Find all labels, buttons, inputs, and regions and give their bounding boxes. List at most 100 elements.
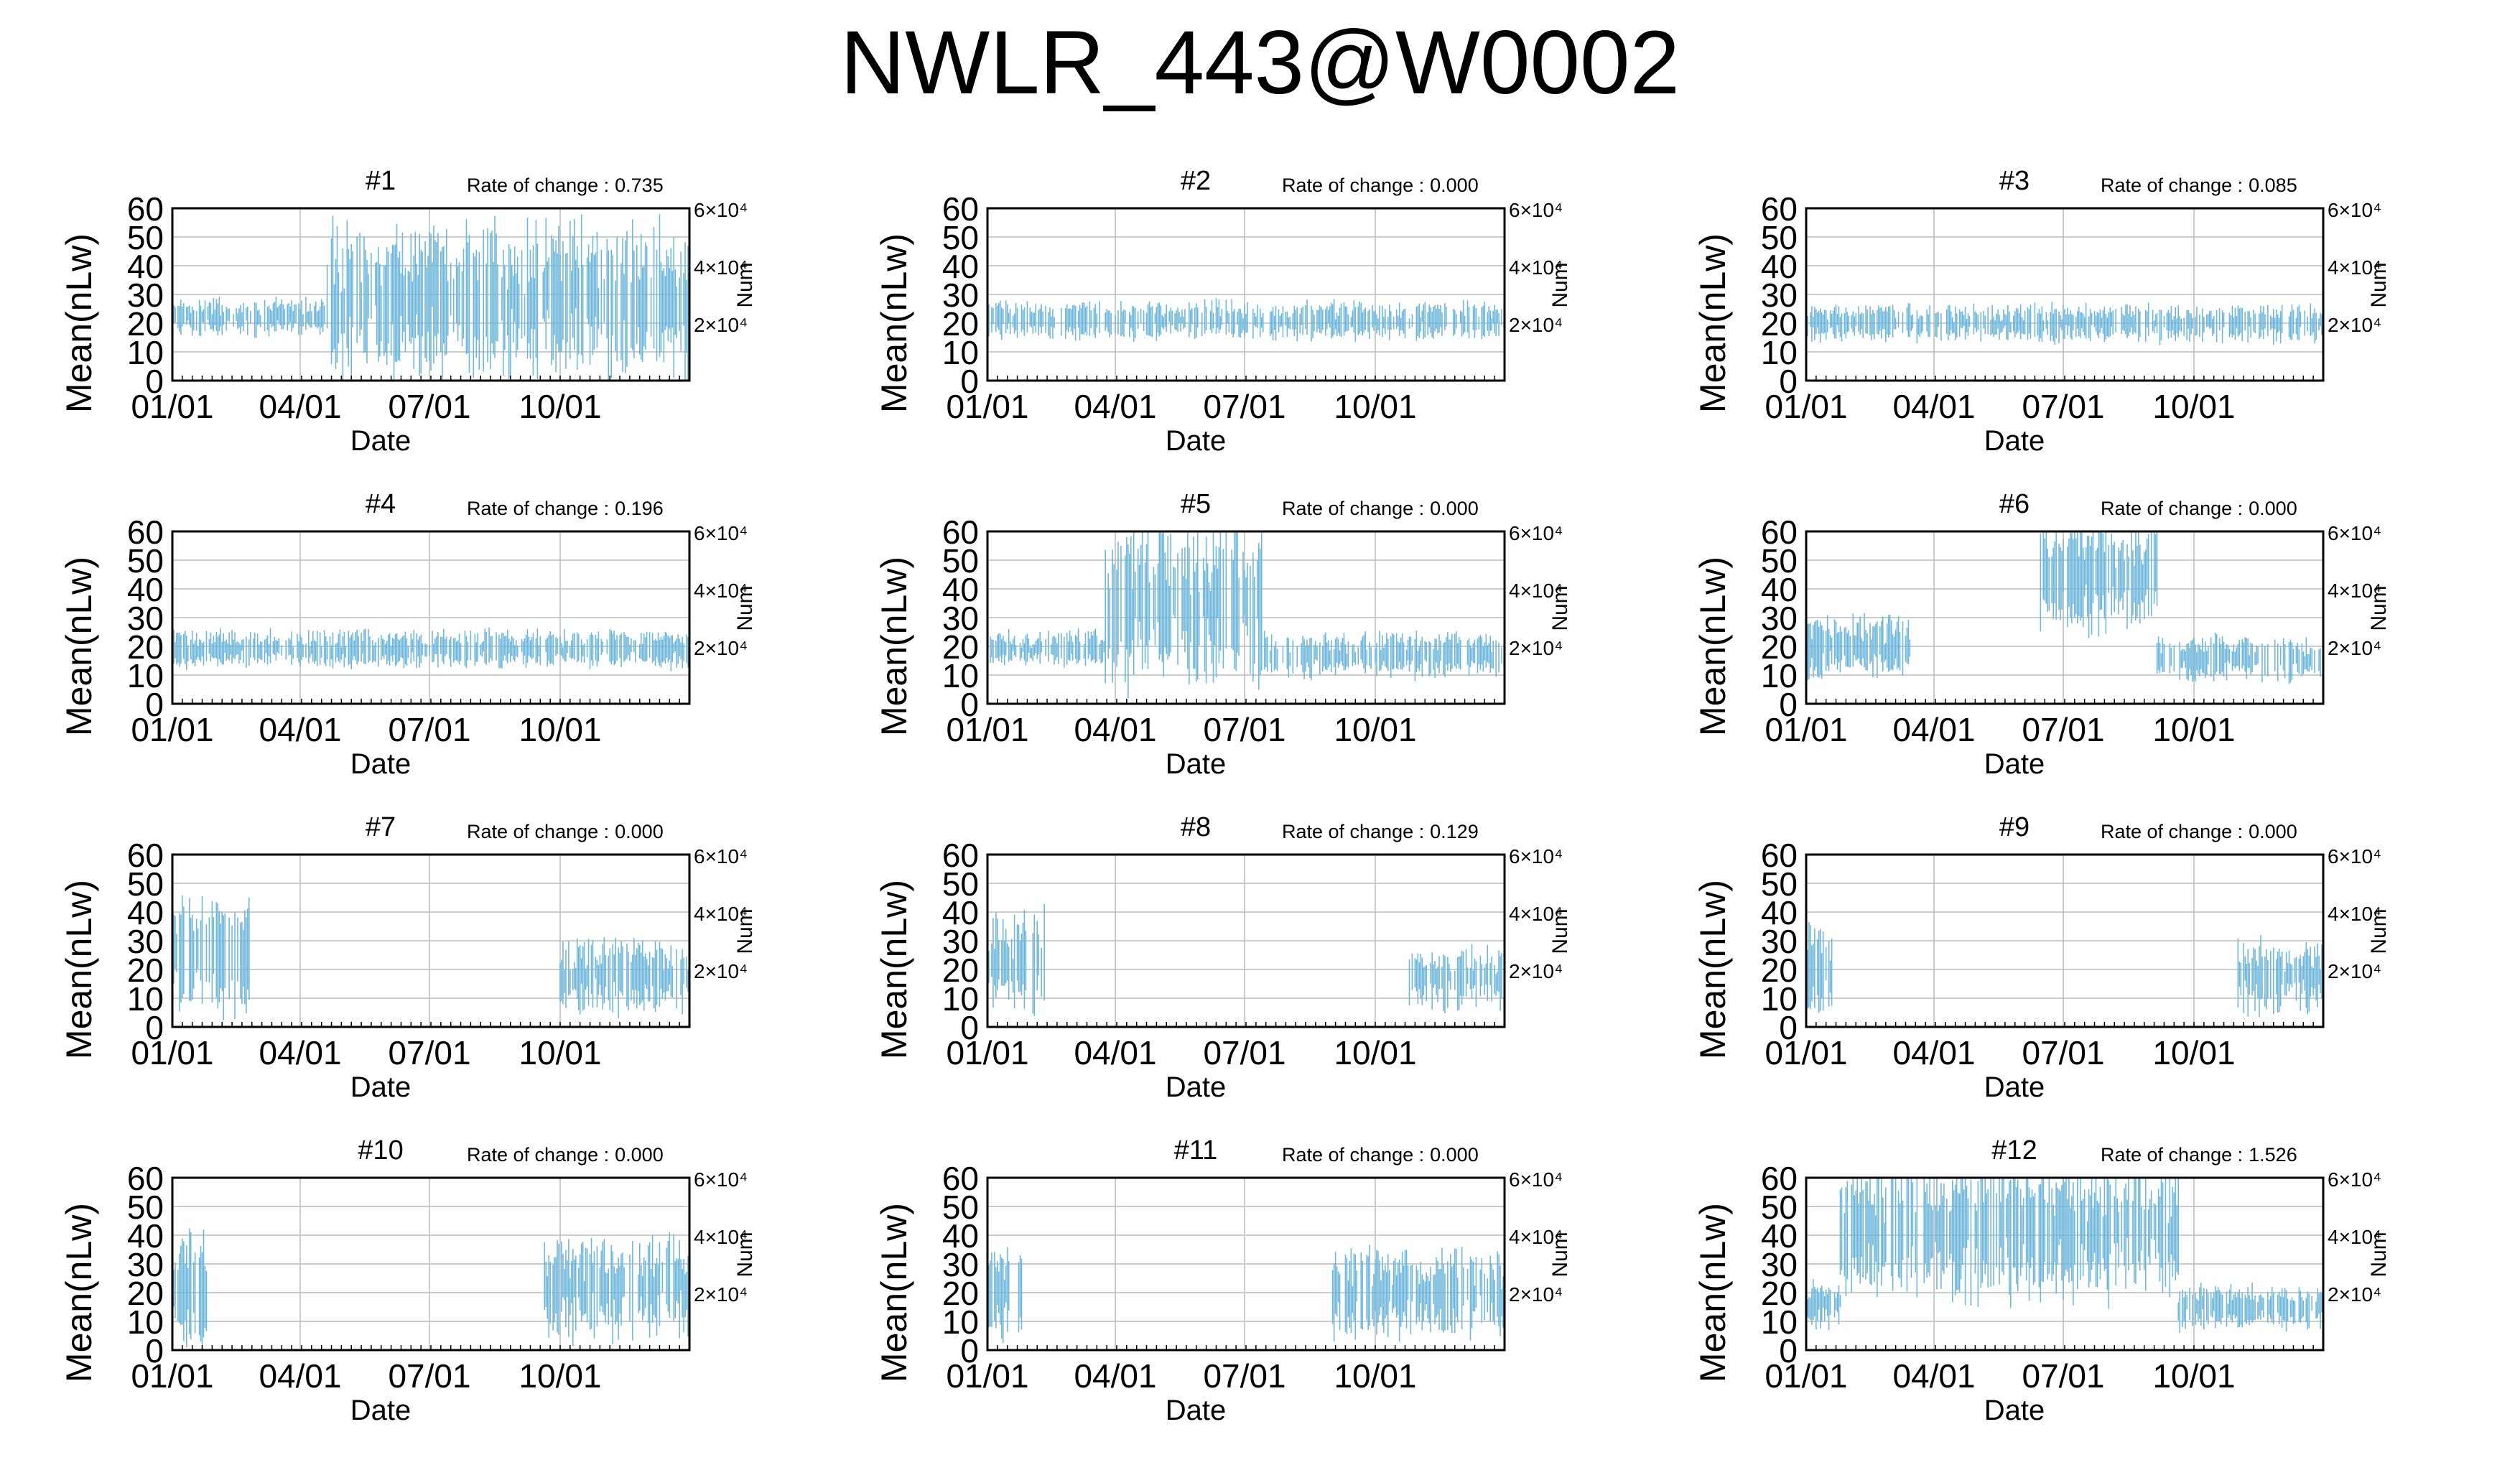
y2-axis-label: Num — [1548, 262, 1572, 308]
y-tick-label: 60 — [942, 837, 979, 874]
y-tick-label: 60 — [127, 190, 164, 228]
x-tick-label: 01/01 — [131, 388, 213, 425]
chart-panel: 0 10 20 30 40 50 60 01/01 04/01 07/01 10/01 2×10⁴ 4×… — [1684, 812, 2496, 1142]
plot-frame — [1805, 1176, 2325, 1352]
y2-tick-label: 2×10⁴ — [694, 637, 748, 659]
y-tick-label: 0 — [1779, 1009, 1798, 1046]
x-tick-label: 07/01 — [2022, 388, 2104, 425]
panel-title: #4 — [365, 489, 396, 519]
rate-of-change: Rate of change :0.000 — [1282, 496, 1641, 521]
rate-value: 0.000 — [615, 821, 664, 842]
plot-frame — [986, 207, 1506, 382]
rate-label: Rate of change : — [467, 498, 610, 519]
y-tick-label: 30 — [1761, 276, 1798, 314]
x-tick-label: 07/01 — [2022, 1034, 2104, 1071]
chart-panel: 0 10 20 30 40 50 60 01/01 04/01 07/01 10/01 2×10⁴ 4×… — [865, 1135, 1677, 1465]
y-tick-label: 0 — [145, 686, 164, 723]
plot-frame — [986, 530, 1506, 705]
y-tick-label: 30 — [1761, 600, 1798, 637]
y-tick-label: 50 — [942, 219, 979, 256]
rate-of-change: Rate of change :1.526 — [2101, 1142, 2460, 1168]
y-tick-label: 20 — [942, 1275, 979, 1312]
y-tick-label: 60 — [127, 513, 164, 551]
y-tick-label: 30 — [942, 923, 979, 960]
x-tick-label: 01/01 — [946, 711, 1028, 748]
chart-panel: 0 10 20 30 40 50 60 01/01 04/01 07/01 10/01 2×10⁴ 4×… — [50, 489, 862, 819]
x-tick-label: 10/01 — [2152, 388, 2235, 425]
y-tick-label: 0 — [960, 1009, 979, 1046]
y-tick-label: 50 — [127, 865, 164, 903]
rate-label: Rate of change : — [467, 175, 610, 196]
x-tick-label: 10/01 — [519, 711, 601, 748]
rate-label: Rate of change : — [1282, 821, 1425, 842]
y-tick-label: 0 — [960, 686, 979, 723]
y2-tick-label: 4×10⁴ — [694, 580, 748, 602]
plot-frame — [1805, 530, 2325, 705]
x-tick-label: 04/01 — [259, 1357, 341, 1395]
y-tick-label: 0 — [145, 1009, 164, 1046]
y-tick-label: 0 — [145, 1332, 164, 1369]
plot-frame — [1805, 207, 2325, 382]
x-tick-label: 01/01 — [946, 1357, 1028, 1395]
x-axis-label: Date — [350, 425, 412, 457]
y2-axis-label: Num — [1548, 585, 1572, 631]
y-tick-label: 20 — [127, 1275, 164, 1312]
x-axis-label: Date — [1165, 1395, 1227, 1426]
plot-frame — [1805, 853, 2325, 1028]
plot-frame — [171, 1176, 691, 1352]
rate-value: 0.000 — [1430, 1144, 1479, 1166]
y-tick-label: 60 — [942, 190, 979, 228]
x-tick-label: 10/01 — [519, 388, 601, 425]
y2-tick-label: 6×10⁴ — [694, 522, 748, 544]
y2-axis-label: Num — [733, 585, 757, 631]
y2-tick-label: 4×10⁴ — [1509, 256, 1563, 279]
y-tick-label: 30 — [942, 276, 979, 314]
y-tick-label: 10 — [942, 1303, 979, 1341]
y-tick-label: 20 — [127, 628, 164, 666]
y2-axis-label: Num — [1548, 908, 1572, 954]
y-tick-label: 10 — [942, 980, 979, 1018]
y2-axis-label: Num — [733, 262, 757, 308]
y-tick-label: 50 — [127, 1189, 164, 1226]
panel-title: #11 — [1173, 1135, 1218, 1166]
x-tick-label: 10/01 — [1334, 1034, 1416, 1071]
chart-panel: 0 10 20 30 40 50 60 01/01 04/01 07/01 10/01 2×10⁴ 4×… — [1684, 166, 2496, 496]
y2-tick-label: 2×10⁴ — [1509, 960, 1563, 982]
y-tick-label: 30 — [1761, 1246, 1798, 1283]
panel-title: #7 — [365, 812, 396, 842]
y-tick-label: 0 — [1779, 686, 1798, 723]
x-tick-label: 10/01 — [2152, 1034, 2235, 1071]
rate-value: 0.000 — [615, 1144, 664, 1166]
y-tick-label: 30 — [127, 600, 164, 637]
y2-axis-label: Num — [1548, 1232, 1572, 1278]
y-tick-label: 30 — [942, 1246, 979, 1283]
y2-tick-label: 6×10⁴ — [1509, 845, 1563, 868]
rate-of-change: Rate of change :0.000 — [1282, 1142, 1641, 1168]
chart-panel: 0 10 20 30 40 50 60 01/01 04/01 07/01 10/01 2×10⁴ 4×… — [50, 166, 862, 496]
x-tick-label: 01/01 — [131, 1357, 213, 1395]
x-axis-label: Date — [1165, 1071, 1227, 1103]
y-tick-label: 20 — [127, 952, 164, 989]
y-tick-label: 50 — [1761, 1189, 1798, 1226]
chart-panel: 0 10 20 30 40 50 60 01/01 04/01 07/01 10/01 2×10⁴ 4×… — [865, 489, 1677, 819]
y-axis-label: Mean(nLw) — [874, 879, 914, 1060]
y-tick-label: 50 — [127, 542, 164, 580]
x-tick-label: 10/01 — [1334, 1357, 1416, 1395]
x-tick-label: 10/01 — [519, 1034, 601, 1071]
y-axis-label: Mean(nLw) — [59, 233, 99, 414]
y-tick-label: 20 — [1761, 305, 1798, 343]
y2-tick-label: 6×10⁴ — [2328, 522, 2381, 544]
x-tick-label: 04/01 — [1892, 1357, 1975, 1395]
y-tick-label: 50 — [1761, 542, 1798, 580]
x-axis-label: Date — [1984, 1071, 2045, 1103]
y-tick-label: 10 — [127, 657, 164, 694]
x-tick-label: 04/01 — [1892, 711, 1975, 748]
rate-label: Rate of change : — [467, 821, 610, 842]
y-axis-label: Mean(nLw) — [59, 556, 99, 737]
y-tick-label: 10 — [1761, 334, 1798, 371]
x-axis-label: Date — [1984, 748, 2045, 780]
x-tick-label: 01/01 — [946, 1034, 1028, 1071]
